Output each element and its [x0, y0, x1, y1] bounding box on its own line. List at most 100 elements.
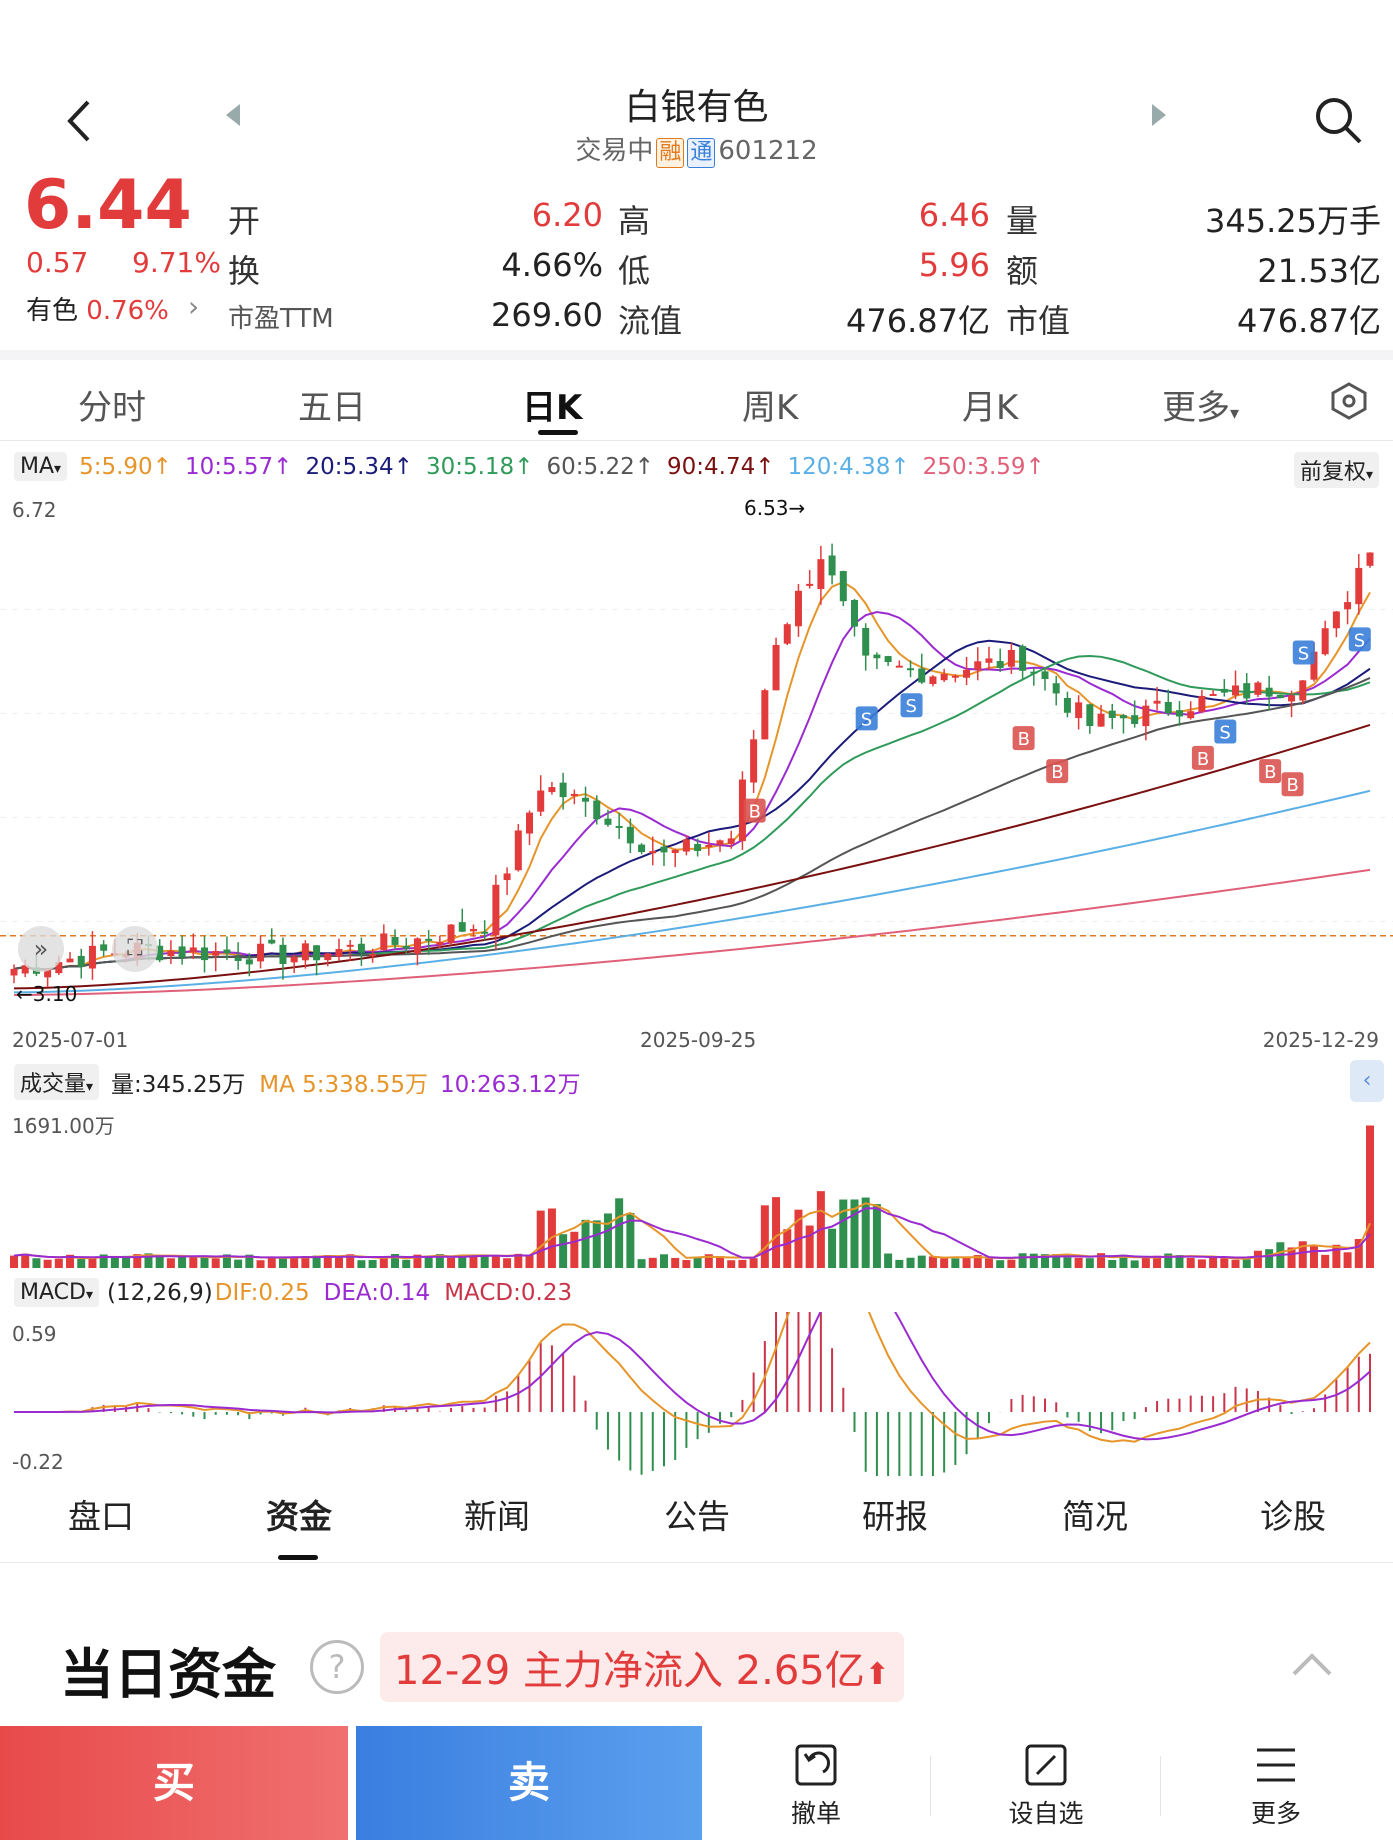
candle-body	[268, 939, 276, 944]
chevron-up-icon[interactable]	[1290, 1648, 1334, 1682]
signal-b-label: B	[1287, 775, 1299, 796]
candle-body	[425, 938, 433, 941]
prev-stock-icon[interactable]	[224, 102, 244, 132]
candle-body	[1288, 695, 1296, 702]
tab-more-label: 更多	[1162, 388, 1230, 428]
volume-bar	[984, 1258, 993, 1268]
candle-body	[1108, 710, 1116, 718]
chevron-right-icon[interactable]: ›	[188, 290, 200, 323]
volume-bar	[469, 1254, 478, 1268]
candle-body	[963, 669, 971, 678]
candle-body	[1175, 710, 1183, 717]
volume-bar	[962, 1257, 971, 1268]
buy-button[interactable]: 买	[0, 1726, 348, 1840]
candle-body	[593, 800, 601, 820]
adjust-selector[interactable]: 前复权▾	[1293, 452, 1379, 488]
volume-bar	[581, 1219, 590, 1268]
tab-profile[interactable]: 简况	[1062, 1497, 1128, 1536]
sell-label: 卖	[507, 1758, 550, 1807]
tab-intraday[interactable]: 分时	[78, 388, 146, 428]
candle-body	[1119, 715, 1127, 719]
sector-info[interactable]: 有色 0.76%	[26, 290, 169, 327]
collapse-panel-icon[interactable]: ‹	[1350, 1060, 1384, 1102]
candle-body	[335, 949, 343, 957]
candle-body	[694, 844, 702, 851]
tab-more[interactable]: 更多▾	[1162, 380, 1239, 429]
volume-bar	[435, 1254, 444, 1268]
volume-bar	[805, 1225, 814, 1268]
tab-news[interactable]: 新闻	[464, 1497, 530, 1536]
tab-orderbook[interactable]: 盘口	[68, 1497, 134, 1536]
candle-body	[1030, 671, 1038, 674]
signal-s-label: S	[1298, 644, 1309, 665]
back-icon[interactable]	[58, 96, 98, 146]
open-label: 开	[228, 202, 261, 240]
volume-bar	[951, 1258, 960, 1268]
tab-weekly-k[interactable]: 周K	[742, 388, 799, 428]
volume-ma5-line	[13, 1202, 1371, 1260]
candle-body	[638, 844, 646, 853]
volume-bar	[1007, 1259, 1016, 1268]
chart-settings-icon[interactable]	[1330, 382, 1368, 424]
volume-bar	[637, 1259, 646, 1268]
kline-ymax-label: 6.72	[12, 498, 57, 522]
candle-body	[223, 949, 231, 954]
more-button[interactable]: 更多	[1216, 1742, 1336, 1830]
candle-body	[324, 953, 332, 961]
tab-monthly-k[interactable]: 月K	[962, 388, 1019, 428]
candle-body	[682, 839, 690, 852]
sector-pct: 0.76%	[86, 296, 169, 326]
expand-chart-icon[interactable]: »	[18, 926, 64, 972]
candle-body	[526, 812, 534, 834]
candle-body	[806, 583, 814, 586]
candle-body	[738, 779, 746, 842]
candle-body	[1086, 704, 1094, 727]
tab-daily-k[interactable]: 日K	[522, 388, 583, 428]
ma30-value: 30:5.18↑	[425, 453, 534, 480]
volume-bar	[704, 1254, 713, 1268]
pe-label: 市盈TTM	[228, 304, 334, 334]
ma20-line	[13, 639, 1371, 971]
signal-s-label: S	[1354, 630, 1365, 651]
footer-divider-1	[930, 1756, 931, 1816]
candle-body	[660, 846, 668, 853]
signal-s-label: S	[1219, 723, 1230, 744]
candle-body	[66, 958, 74, 963]
tab-research[interactable]: 研报	[862, 1497, 928, 1536]
adjust-label: 前复权	[1299, 460, 1366, 485]
amount-label: 额	[1006, 252, 1039, 290]
search-icon[interactable]	[1312, 94, 1364, 150]
fullscreen-icon[interactable]: ⛶	[112, 926, 158, 972]
candle-body	[850, 600, 858, 627]
macd-chart[interactable]	[0, 1312, 1393, 1476]
tab-diagnosis[interactable]: 诊股	[1260, 1497, 1326, 1536]
volume-bar	[1164, 1253, 1173, 1268]
candle-body	[1310, 651, 1318, 680]
tab-announcements[interactable]: 公告	[664, 1497, 730, 1536]
ma60-value: 60:5.22↑	[546, 453, 654, 480]
add-watchlist-button[interactable]: 设自选	[986, 1742, 1106, 1830]
ma-selector[interactable]: MA▾	[14, 452, 68, 481]
volume-chart[interactable]	[0, 1100, 1393, 1272]
edit-icon	[1025, 1744, 1067, 1786]
tab-five-day[interactable]: 五日	[298, 388, 366, 428]
volume-selector[interactable]: 成交量▾	[14, 1064, 100, 1100]
next-stock-icon[interactable]	[1148, 102, 1168, 132]
candle-body	[1265, 687, 1273, 697]
x-label-start: 2025-07-01	[12, 1028, 129, 1052]
macd-selector[interactable]: MACD▾	[14, 1278, 99, 1307]
candle-body	[705, 844, 713, 847]
sell-button[interactable]: 卖	[356, 1726, 702, 1840]
macd-dif-line	[14, 1312, 1371, 1443]
volume-bar	[222, 1254, 231, 1268]
long-ma-line	[13, 724, 1371, 990]
signal-b-marker	[1046, 759, 1069, 784]
candle-body	[458, 922, 466, 932]
cancel-order-button[interactable]: 撤单	[756, 1742, 876, 1830]
tab-capital[interactable]: 资金	[266, 1497, 332, 1536]
volume-bar	[626, 1212, 635, 1268]
candle-body	[604, 818, 612, 825]
help-icon[interactable]: ?	[310, 1640, 364, 1694]
signal-b-label: B	[1051, 762, 1063, 783]
